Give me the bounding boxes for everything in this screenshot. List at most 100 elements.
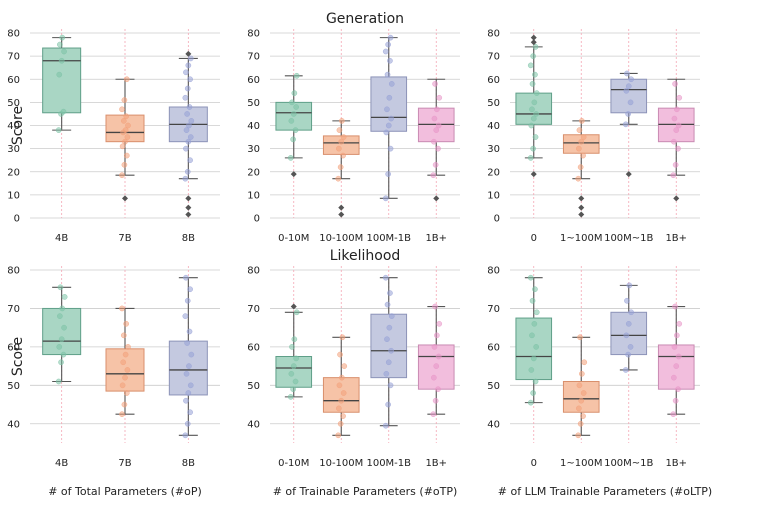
x-tick-label: 0 xyxy=(531,233,537,244)
data-point xyxy=(121,118,127,124)
data-point xyxy=(671,344,678,350)
y-tick-label: 60 xyxy=(7,342,20,353)
data-point xyxy=(119,172,125,179)
data-point xyxy=(385,171,391,177)
data-point xyxy=(289,99,295,106)
y-tick-label: 50 xyxy=(7,381,20,392)
data-point xyxy=(385,401,391,408)
data-point xyxy=(435,386,441,392)
data-point xyxy=(125,122,131,129)
data-point xyxy=(335,175,342,182)
data-point xyxy=(435,145,441,152)
data-point xyxy=(124,134,131,140)
data-point xyxy=(673,363,680,369)
panel-lik-otp: 40 50 60 70 80 0-10M 10-100M 100M-1B 1B+ Likeliho… xyxy=(247,248,460,498)
data-point xyxy=(339,118,345,124)
data-point xyxy=(530,355,537,362)
data-point xyxy=(59,305,66,312)
data-point xyxy=(188,118,195,124)
data-point xyxy=(124,76,130,83)
x-tick-label: 10-100M xyxy=(319,233,363,244)
outlier-marker xyxy=(673,195,680,202)
data-point xyxy=(336,405,342,412)
data-point xyxy=(531,99,538,106)
y-tick-label: 40 xyxy=(7,121,20,132)
data-point xyxy=(533,90,540,96)
data-point xyxy=(339,374,345,381)
data-point xyxy=(435,122,442,129)
x-tick-label: 100M-1B xyxy=(366,458,411,469)
data-point xyxy=(291,336,298,343)
data-point xyxy=(575,432,582,439)
data-point xyxy=(337,164,344,170)
data-point xyxy=(293,355,299,362)
y-tick-label: 80 xyxy=(487,266,500,277)
data-point xyxy=(119,106,125,113)
y-tick-label: 40 xyxy=(247,419,260,430)
data-point xyxy=(384,301,391,308)
x-axis-label: # of Trainable Parameters (#oTP) xyxy=(273,485,458,498)
data-point xyxy=(184,297,191,304)
data-point xyxy=(123,113,129,120)
x-tick-label: 10-100M xyxy=(319,458,363,469)
data-point xyxy=(580,134,587,140)
data-point xyxy=(60,351,67,358)
data-point xyxy=(388,81,395,87)
y-tick-label: 60 xyxy=(247,75,260,86)
data-point xyxy=(122,351,129,358)
data-point xyxy=(290,136,296,143)
outlier-marker xyxy=(122,195,128,202)
data-point xyxy=(183,127,190,133)
y-tick-label: 70 xyxy=(7,304,20,315)
panel-gen-oltp: 0 10 20 30 40 50 60 70 80 0 1~100M 100M~1B 1B+ xyxy=(487,29,700,244)
data-point xyxy=(340,413,346,419)
x-tick-label: 100M-1B xyxy=(366,233,411,244)
data-point xyxy=(387,290,393,296)
data-point xyxy=(55,127,62,133)
data-point xyxy=(673,127,680,133)
data-point xyxy=(187,55,194,62)
data-point xyxy=(670,172,677,179)
data-point xyxy=(122,374,128,381)
data-point xyxy=(533,111,539,117)
data-point xyxy=(672,162,679,168)
y-tick-label: 50 xyxy=(487,98,500,109)
data-point xyxy=(122,127,129,133)
data-point xyxy=(121,401,128,408)
x-tick-label: 1~100M xyxy=(560,233,602,244)
outlier-marker xyxy=(578,195,585,202)
data-point xyxy=(528,367,535,373)
data-point xyxy=(184,420,191,427)
data-point xyxy=(388,347,394,354)
panel-gen-otp: 0 10 20 30 40 50 60 70 80 0-10M 10-100M 100M-1B 1B+ G… xyxy=(247,11,460,244)
data-point xyxy=(187,409,193,416)
data-point xyxy=(184,340,190,346)
x-tick-label: 4B xyxy=(55,458,68,469)
data-point xyxy=(182,94,189,101)
data-point xyxy=(61,294,68,300)
data-point xyxy=(431,344,438,350)
data-point xyxy=(125,344,131,350)
data-point xyxy=(124,152,130,159)
x-tick-label: 1B+ xyxy=(425,458,447,469)
data-point xyxy=(56,71,63,78)
data-point xyxy=(382,274,389,281)
data-point xyxy=(183,274,189,281)
data-point xyxy=(340,152,346,159)
data-point xyxy=(431,138,437,145)
data-point xyxy=(626,282,633,289)
y-tick-label: 30 xyxy=(7,144,20,155)
data-point xyxy=(57,313,63,319)
x-tick-label: 8B xyxy=(182,233,195,244)
data-point xyxy=(675,145,681,152)
data-point xyxy=(183,69,189,76)
x-tick-label: 100M~1B xyxy=(604,458,653,469)
data-point xyxy=(384,106,390,113)
data-point xyxy=(291,90,298,96)
x-tick-label: 1B+ xyxy=(665,233,687,244)
data-point xyxy=(530,390,536,396)
data-point xyxy=(184,85,191,92)
data-point xyxy=(431,374,437,381)
data-point xyxy=(430,172,437,179)
data-point xyxy=(674,106,680,113)
